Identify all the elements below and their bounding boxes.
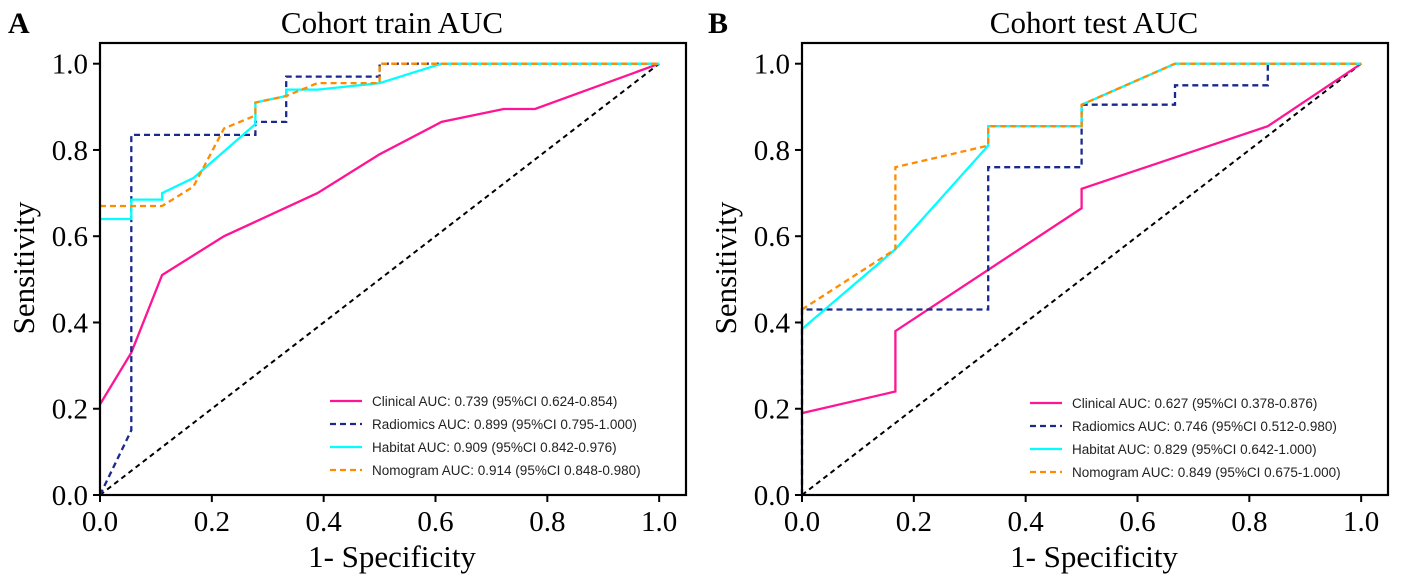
panel-a-ytick-label: 1.0 [52,49,88,81]
panel-b-xlabel: 1- Specificity [1010,539,1178,574]
panel-a-xtick-label: 1.0 [641,506,677,538]
panel-b-xtick-label: 1.0 [1343,506,1379,538]
panel-a-ytick-label: 0.8 [52,135,88,167]
panel-a-legend-label: Clinical AUC: 0.739 (95%CI 0.624-0.854) [372,394,617,409]
panel-b-series-clinical-line [801,62,1362,415]
panel-a-ytick-label: 0.4 [52,307,89,339]
panel-a-axes-frame [98,41,688,497]
panel-b-legend: Clinical AUC: 0.627 (95%CI 0.378-0.876) R… [1030,396,1341,480]
panel-a: A Cohort train AUC 1- Specificity Sensit… [6,5,688,574]
panel-a-ytick-label: 0.2 [52,394,88,426]
panel-b-xtick-label: 0.8 [1231,506,1267,538]
panel-b-xtick-label: 0.0 [784,506,820,538]
panel-a-series-habitat-line [100,62,660,221]
panel-a-legend: Clinical AUC: 0.739 (95%CI 0.624-0.854) R… [330,394,641,478]
panel-b-ytick-label: 0.6 [754,221,790,253]
panel-b-ytick-label: 0.0 [754,480,790,512]
panel-b: B Cohort test AUC 1- Specificity Sensiti… [708,5,1390,574]
panel-b-series-radiomics-line [800,62,1362,495]
panel-a-xtick-label: 0.0 [82,506,118,538]
panel-a-ytick-label: 0.0 [52,480,88,512]
panel-a-ytick-label: 0.6 [52,221,88,253]
panel-b-axes-frame [800,41,1390,497]
panel-a-legend-label: Habitat AUC: 0.909 (95%CI 0.842-0.976) [372,440,617,455]
panel-a-letter: A [8,7,30,40]
panel-a-xtick-label: 0.2 [194,506,230,538]
panel-b-ytick-label: 0.4 [754,307,791,339]
panel-b-series-nomogram-line [801,62,1362,311]
panel-b-reference-line [801,62,1362,496]
panel-b-legend-label: Nomogram AUC: 0.849 (95%CI 0.675-1.000) [1072,465,1341,480]
panel-a-title: Cohort train AUC [281,5,503,40]
panel-a-series-clinical-line [99,62,660,405]
panel-a-xlabel: 1- Specificity [308,539,476,574]
panel-a-xtick-label: 0.8 [529,506,565,538]
panel-b-legend-label: Radiomics AUC: 0.746 (95%CI 0.512-0.980) [1072,419,1337,434]
panel-b-legend-label: Habitat AUC: 0.829 (95%CI 0.642-1.000) [1072,442,1317,457]
panel-b-ytick-label: 1.0 [754,49,790,81]
panel-a-series-nomogram-line [100,62,660,208]
panel-b-legend-label: Clinical AUC: 0.627 (95%CI 0.378-0.876) [1072,396,1317,411]
panel-b-plot: 0.0 0.2 0.4 0.6 0.8 1.00.00.20.40.60.81.0Clin… [754,41,1390,538]
panel-b-xtick-label: 0.6 [1119,506,1155,538]
panel-b-xtick-label: 0.4 [1008,506,1045,538]
panel-a-plot: 0.0 0.2 0.4 0.6 0.8 1.00.00.20.40.60.81.0Clin… [52,41,688,538]
panel-a-legend-label: Radiomics AUC: 0.899 (95%CI 0.795-1.000) [372,417,637,432]
panel-a-reference-line [99,62,660,496]
panel-a-xtick-label: 0.4 [306,506,343,538]
panel-a-xtick-label: 0.6 [417,506,453,538]
panel-b-ytick-label: 0.8 [754,135,790,167]
panel-b-title: Cohort test AUC [990,5,1198,40]
panel-a-ylabel: Sensitivity [6,201,41,334]
panel-b-letter: B [708,7,728,40]
panel-b-xtick-label: 0.2 [896,506,932,538]
panel-b-ylabel: Sensitivity [708,201,743,334]
panel-b-ytick-label: 0.2 [754,394,790,426]
panel-a-legend-label: Nomogram AUC: 0.914 (95%CI 0.848-0.980) [372,463,641,478]
